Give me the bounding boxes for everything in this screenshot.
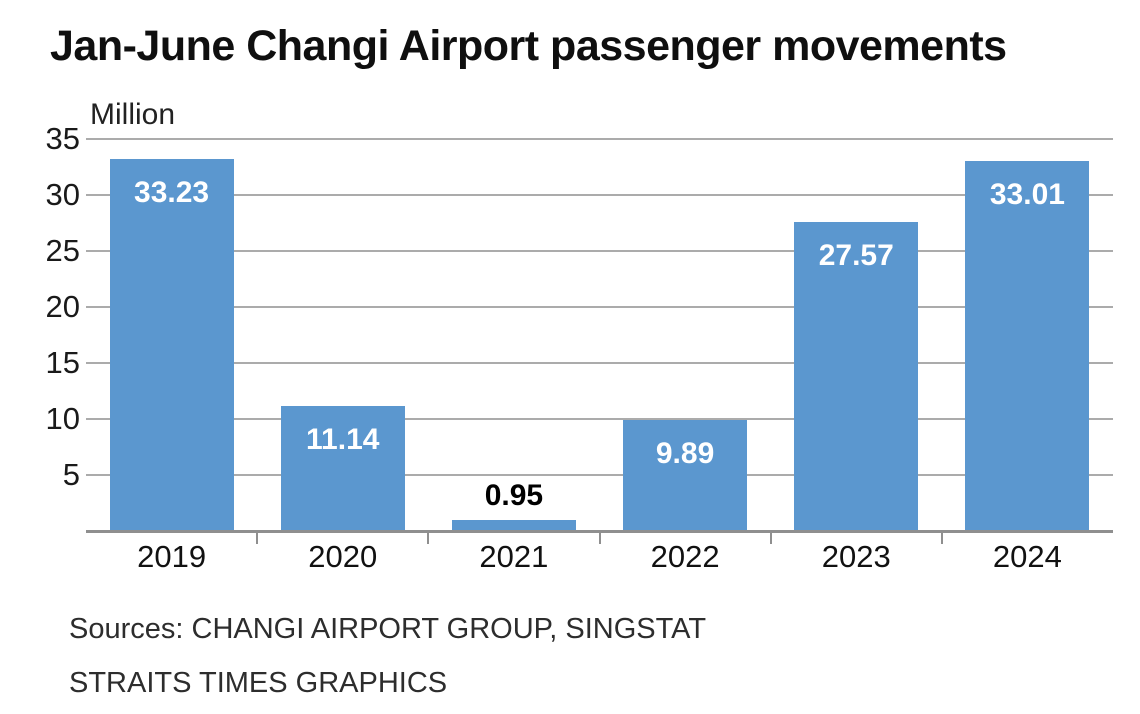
x-axis-label-2024: 2024 bbox=[992, 539, 1062, 574]
x-axis-label-2021: 2021 bbox=[479, 539, 549, 574]
x-axis-tick bbox=[940, 531, 943, 544]
gridline-25 bbox=[86, 250, 1113, 252]
bar-value-label-2020: 11.14 bbox=[306, 423, 380, 457]
y-axis-label-10: 10 bbox=[45, 401, 80, 436]
chart-title: Jan-June Changi Airport passenger moveme… bbox=[50, 22, 1007, 70]
bar-2023 bbox=[794, 222, 919, 531]
sources-note: Sources: CHANGI AIRPORT GROUP, SINGSTAT … bbox=[69, 602, 706, 710]
x-axis-label-2023: 2023 bbox=[821, 539, 891, 574]
sources-line-2: STRAITS TIMES GRAPHICS bbox=[69, 667, 448, 699]
sources-line-1: Sources: CHANGI AIRPORT GROUP, SINGSTAT bbox=[69, 613, 707, 645]
bar-value-label-2021: 0.95 bbox=[484, 479, 544, 513]
bar-2022 bbox=[623, 420, 748, 531]
y-axis-label-20: 20 bbox=[45, 289, 80, 324]
y-axis-label-30: 30 bbox=[45, 177, 80, 212]
y-axis-unit-label: Million bbox=[90, 98, 176, 131]
bar-2019 bbox=[109, 158, 234, 531]
x-axis-tick bbox=[256, 531, 259, 544]
gridline-30 bbox=[86, 194, 1113, 196]
gridline-15 bbox=[86, 362, 1113, 364]
x-axis-label-2020: 2020 bbox=[308, 539, 378, 574]
x-axis-tick bbox=[598, 531, 601, 544]
gridline-5 bbox=[86, 474, 1113, 476]
x-axis-tick bbox=[769, 531, 772, 544]
gridline-35 bbox=[86, 138, 1113, 140]
plot-area: 33.23 11.14 0.95 9.89 27.57 33.01 bbox=[86, 138, 1113, 544]
x-axis-label-2019: 2019 bbox=[137, 539, 207, 574]
y-axis-label-35: 35 bbox=[45, 121, 80, 156]
bar-2021 bbox=[451, 520, 576, 531]
bar-value-label-2022: 9.89 bbox=[655, 437, 715, 471]
gridline-20 bbox=[86, 306, 1113, 308]
y-axis-label-25: 25 bbox=[45, 233, 80, 268]
y-axis-label-5: 5 bbox=[62, 457, 80, 492]
bar-2024 bbox=[965, 161, 1090, 531]
gridline-10 bbox=[86, 418, 1113, 420]
bar-value-label-2024: 33.01 bbox=[989, 178, 1065, 212]
y-axis-label-15: 15 bbox=[45, 345, 80, 380]
x-axis-label-2022: 2022 bbox=[650, 539, 720, 574]
bar-2020 bbox=[280, 406, 405, 531]
x-axis-tick bbox=[427, 531, 430, 544]
bar-value-label-2019: 33.23 bbox=[134, 175, 210, 209]
bar-value-label-2023: 27.57 bbox=[818, 239, 894, 273]
